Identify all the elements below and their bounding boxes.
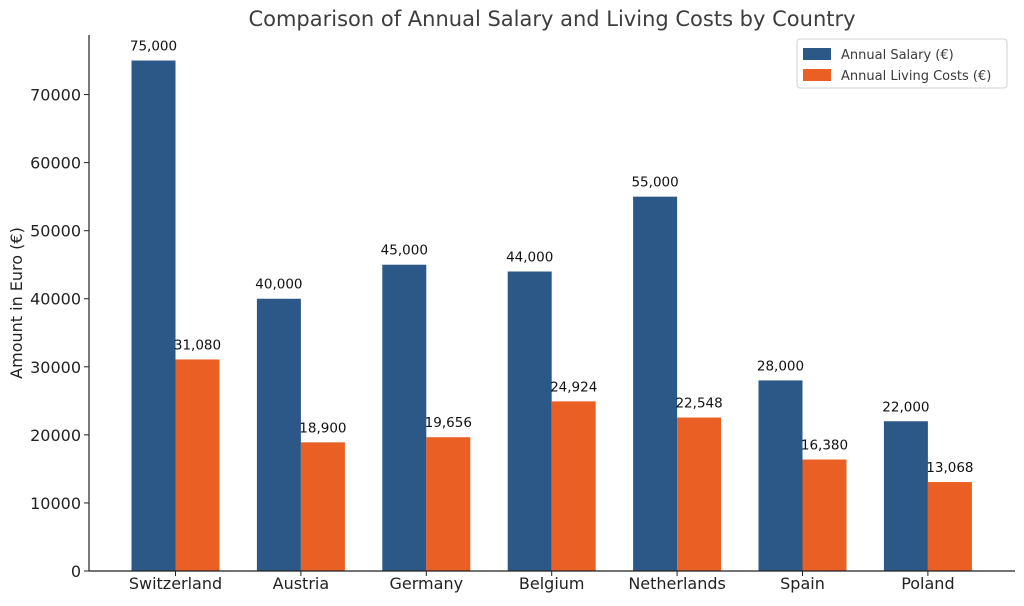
chart-title: Comparison of Annual Salary and Living C… (248, 7, 855, 31)
x-tick-label: Spain (780, 574, 825, 593)
data-label: 16,380 (801, 438, 848, 454)
data-label: 22,548 (675, 396, 722, 412)
legend-swatch (803, 69, 831, 81)
x-tick-label: Austria (273, 574, 330, 593)
legend-label: Annual Living Costs (€) (841, 69, 991, 84)
bar-annual-living-costs (551, 401, 596, 571)
y-tick-label: 0 (71, 562, 81, 581)
bar-annual-living-costs (802, 459, 847, 571)
x-tick-label: Poland (901, 574, 954, 593)
x-tick-label: Belgium (519, 574, 585, 593)
y-tick-label: 20000 (30, 426, 81, 445)
bars-layer (131, 60, 972, 572)
y-axis-label: Amount in Euro (€) (7, 227, 26, 379)
y-tick-label: 30000 (30, 358, 81, 377)
data-label: 19,656 (425, 415, 472, 431)
bar-annual-living-costs (426, 437, 471, 571)
bar-annual-salary (256, 298, 301, 571)
legend-label: Annual Salary (€) (841, 48, 954, 63)
bar-annual-living-costs (677, 417, 722, 571)
y-tick-label: 70000 (30, 86, 81, 105)
bar-annual-salary (883, 421, 928, 571)
bar-annual-salary (758, 380, 803, 571)
y-tick-label: 40000 (30, 290, 81, 309)
data-label: 28,000 (757, 358, 804, 374)
legend: Annual Salary (€) Annual Living Costs (€) (796, 38, 1008, 89)
x-tick-label: Germany (390, 574, 464, 593)
data-label: 24,924 (550, 379, 597, 395)
y-tick-label: 60000 (30, 154, 81, 173)
bar-annual-salary (507, 271, 552, 571)
legend-swatch (803, 48, 831, 60)
bar-annual-salary (131, 60, 176, 572)
bar-annual-salary (382, 264, 427, 571)
axes-layer: Switzerland Austria Germany Belgium Netherla… (30, 35, 1015, 593)
y-tick-label: 10000 (30, 494, 81, 513)
bar-annual-living-costs (175, 359, 220, 571)
data-label: 22,000 (882, 399, 929, 415)
bar-annual-living-costs (300, 442, 345, 571)
data-label: 40,000 (255, 277, 302, 293)
data-label: 13,068 (926, 460, 973, 476)
legend-box (796, 38, 1008, 89)
x-tick-label: Switzerland (129, 574, 222, 593)
data-label: 45,000 (381, 243, 428, 259)
data-label: 44,000 (506, 250, 553, 266)
bar-annual-salary (633, 196, 678, 571)
data-label: 18,900 (299, 420, 346, 436)
x-tick-label: Netherlands (628, 574, 726, 593)
bar-annual-living-costs (927, 482, 972, 571)
data-label: 75,000 (130, 39, 177, 55)
data-label: 55,000 (631, 175, 678, 191)
y-tick-label: 50000 (30, 222, 81, 241)
data-labels-layer: 75,000 31,080 40,000 18,900 45,000 19,656 44,0… (130, 39, 974, 477)
data-label: 31,080 (174, 337, 221, 353)
